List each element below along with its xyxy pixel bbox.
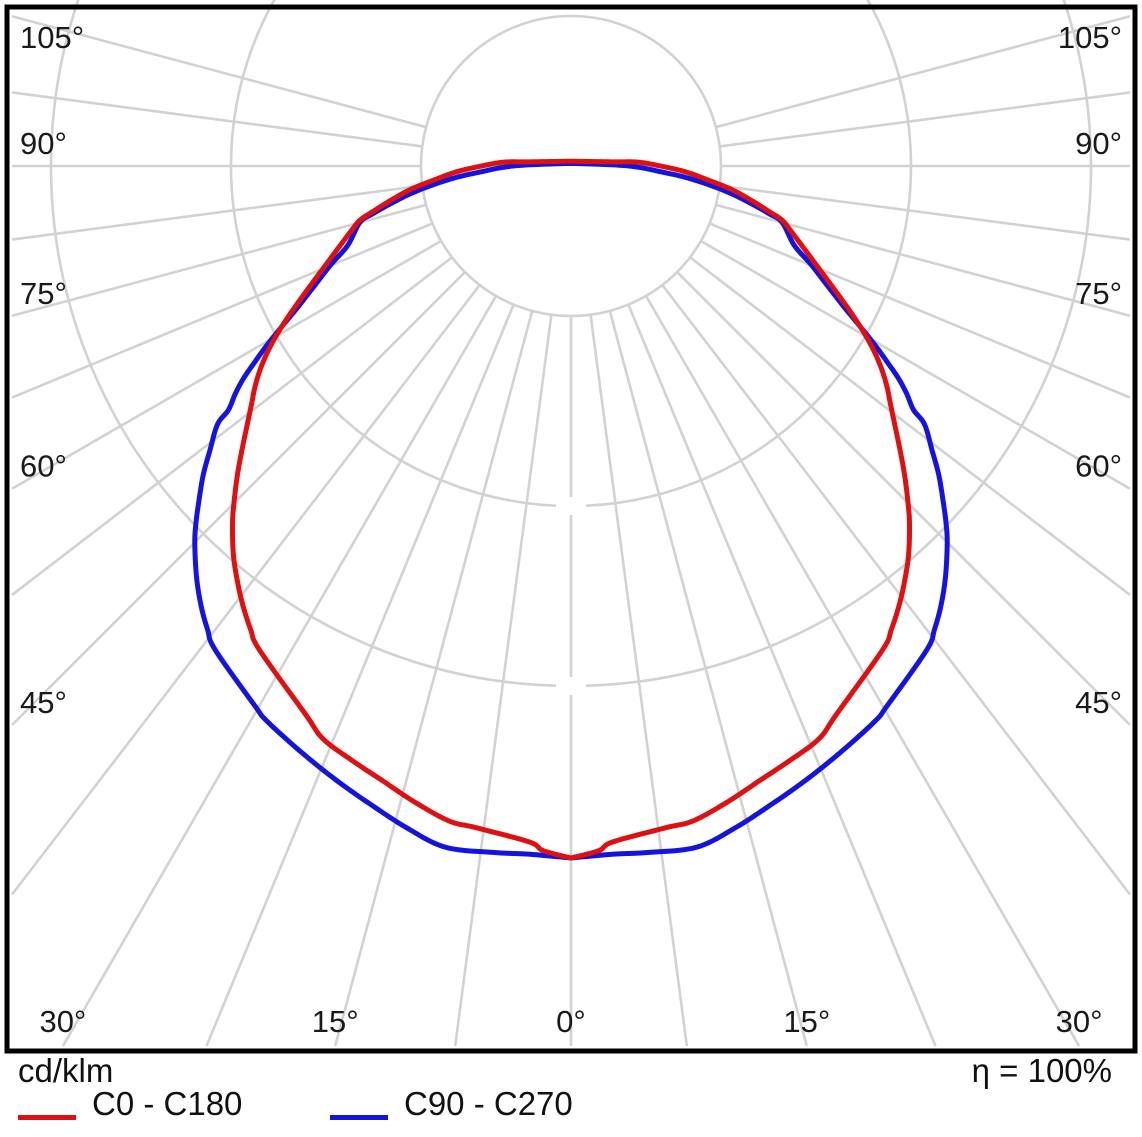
svg-text:45°: 45° (1075, 685, 1122, 720)
svg-text:15°: 15° (783, 1004, 830, 1039)
svg-text:90°: 90° (1075, 126, 1122, 161)
svg-text:60°: 60° (1075, 449, 1122, 484)
svg-text:105°: 105° (1058, 20, 1122, 55)
svg-text:75°: 75° (1075, 276, 1122, 311)
svg-text:75°: 75° (20, 276, 67, 311)
svg-text:15°: 15° (312, 1004, 359, 1039)
svg-text:60°: 60° (20, 449, 67, 484)
svg-text:0°: 0° (556, 1004, 586, 1039)
svg-text:30°: 30° (39, 1004, 86, 1039)
svg-text:30°: 30° (1056, 1004, 1103, 1039)
svg-text:45°: 45° (20, 685, 67, 720)
svg-text:105°: 105° (20, 20, 84, 55)
svg-text:90°: 90° (20, 126, 67, 161)
